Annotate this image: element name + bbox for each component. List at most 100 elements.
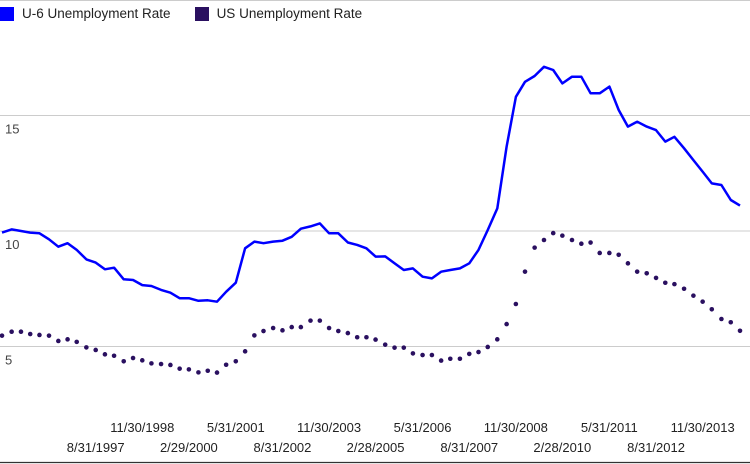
data-point-us bbox=[691, 293, 696, 298]
x-tick-label: 5/31/2006 bbox=[394, 420, 452, 435]
data-point-us bbox=[447, 356, 453, 362]
x-tick-label: 11/30/2003 bbox=[297, 420, 361, 435]
data-point-us bbox=[569, 237, 575, 243]
plot-area bbox=[0, 65, 743, 375]
data-point-us bbox=[0, 333, 5, 338]
data-point-us bbox=[261, 328, 266, 334]
data-point-us bbox=[634, 269, 640, 274]
data-point-us bbox=[121, 358, 127, 364]
data-point-us bbox=[616, 252, 621, 258]
y-tick-label: 5 bbox=[5, 353, 12, 368]
x-tick-label: 2/29/2000 bbox=[160, 440, 218, 455]
data-point-us bbox=[373, 337, 378, 342]
x-tick-label: 5/31/2011 bbox=[581, 420, 638, 435]
data-point-us bbox=[466, 351, 472, 357]
x-axis-labels: 8/31/1997 11/30/1998 2/29/2000 5/31/2001 8/3… bbox=[67, 420, 735, 455]
data-point-us bbox=[158, 361, 164, 367]
data-point-us bbox=[513, 301, 519, 307]
data-point-us bbox=[588, 240, 593, 245]
data-point-us bbox=[308, 318, 313, 323]
data-point-us bbox=[345, 330, 351, 336]
data-point-us bbox=[280, 328, 285, 333]
data-point-us bbox=[37, 332, 42, 338]
data-point-us bbox=[242, 349, 248, 354]
x-tick-label: 8/31/2002 bbox=[254, 440, 312, 455]
data-point-us bbox=[728, 319, 734, 325]
legend-label-u6: U-6 Unemployment Rate bbox=[22, 6, 171, 21]
data-point-us bbox=[504, 321, 509, 327]
legend-swatch-u6 bbox=[0, 6, 14, 21]
data-point-us bbox=[681, 286, 687, 292]
x-tick-label: 11/30/1998 bbox=[110, 420, 174, 435]
legend-label-us: US Unemployment Rate bbox=[216, 6, 363, 21]
data-point-us bbox=[579, 241, 584, 247]
data-point-us bbox=[18, 329, 24, 335]
data-point-us bbox=[700, 299, 705, 304]
data-point-us bbox=[9, 329, 14, 335]
data-point-us bbox=[196, 370, 201, 375]
data-point-us bbox=[541, 237, 547, 243]
x-tick-label: 8/31/2007 bbox=[440, 440, 498, 455]
data-point-us bbox=[84, 345, 89, 350]
data-point-us bbox=[597, 250, 603, 256]
data-point-us bbox=[485, 344, 491, 350]
data-point-us bbox=[65, 337, 70, 342]
series-line-u6 bbox=[1, 65, 741, 303]
x-tick-label: 11/30/2013 bbox=[671, 420, 735, 435]
x-tick-label: 5/31/2001 bbox=[207, 420, 265, 435]
data-point-us bbox=[438, 358, 444, 363]
data-point-us bbox=[46, 333, 52, 338]
data-point-us bbox=[130, 355, 136, 361]
data-point-us bbox=[270, 325, 276, 331]
data-point-us bbox=[625, 261, 631, 266]
data-point-us bbox=[168, 362, 173, 368]
data-point-us bbox=[672, 281, 677, 287]
data-point-us bbox=[139, 358, 145, 363]
data-point-us bbox=[392, 345, 397, 350]
data-point-us bbox=[494, 337, 500, 342]
data-point-us bbox=[429, 352, 435, 358]
data-point-us bbox=[560, 233, 565, 238]
data-point-us bbox=[737, 328, 743, 334]
data-point-us bbox=[607, 250, 612, 256]
data-point-us bbox=[317, 318, 323, 323]
data-point-us bbox=[354, 334, 360, 340]
data-point-us bbox=[550, 230, 556, 236]
x-tick-label: 11/30/2008 bbox=[484, 420, 548, 435]
y-axis-labels: 5 10 15 bbox=[5, 122, 19, 368]
legend-item-us[interactable]: US Unemployment Rate bbox=[194, 6, 363, 21]
data-point-us bbox=[719, 316, 724, 322]
data-point-us bbox=[102, 352, 108, 357]
data-point-us bbox=[27, 331, 33, 337]
data-point-us bbox=[401, 345, 407, 350]
x-tick-label: 8/31/1997 bbox=[67, 440, 125, 455]
y-tick-label: 10 bbox=[5, 237, 19, 252]
data-point-us bbox=[662, 280, 668, 286]
legend-item-u6[interactable]: U-6 Unemployment Rate bbox=[0, 6, 171, 21]
data-point-us bbox=[420, 352, 425, 358]
data-point-us bbox=[532, 245, 537, 250]
data-point-us bbox=[476, 349, 481, 355]
x-tick-label: 2/28/2005 bbox=[347, 440, 405, 455]
data-point-us bbox=[56, 338, 61, 344]
data-point-us bbox=[410, 351, 416, 356]
data-point-us bbox=[457, 356, 463, 362]
data-point-us bbox=[653, 275, 659, 281]
data-point-us bbox=[186, 367, 192, 372]
data-point-us bbox=[93, 347, 98, 353]
data-point-us bbox=[289, 324, 295, 330]
x-tick-label: 2/28/2010 bbox=[533, 440, 591, 455]
legend: U-6 Unemployment Rate US Unemployment Ra… bbox=[0, 6, 386, 21]
data-point-us bbox=[177, 366, 182, 371]
data-point-us bbox=[223, 362, 229, 368]
data-point-us bbox=[149, 361, 154, 366]
data-point-us bbox=[298, 324, 304, 330]
data-point-us bbox=[233, 358, 239, 364]
data-point-us bbox=[205, 368, 211, 374]
data-point-us bbox=[252, 333, 257, 338]
legend-swatch-us bbox=[194, 6, 209, 21]
data-point-us bbox=[522, 269, 528, 274]
x-tick-label: 8/31/2012 bbox=[627, 440, 685, 455]
